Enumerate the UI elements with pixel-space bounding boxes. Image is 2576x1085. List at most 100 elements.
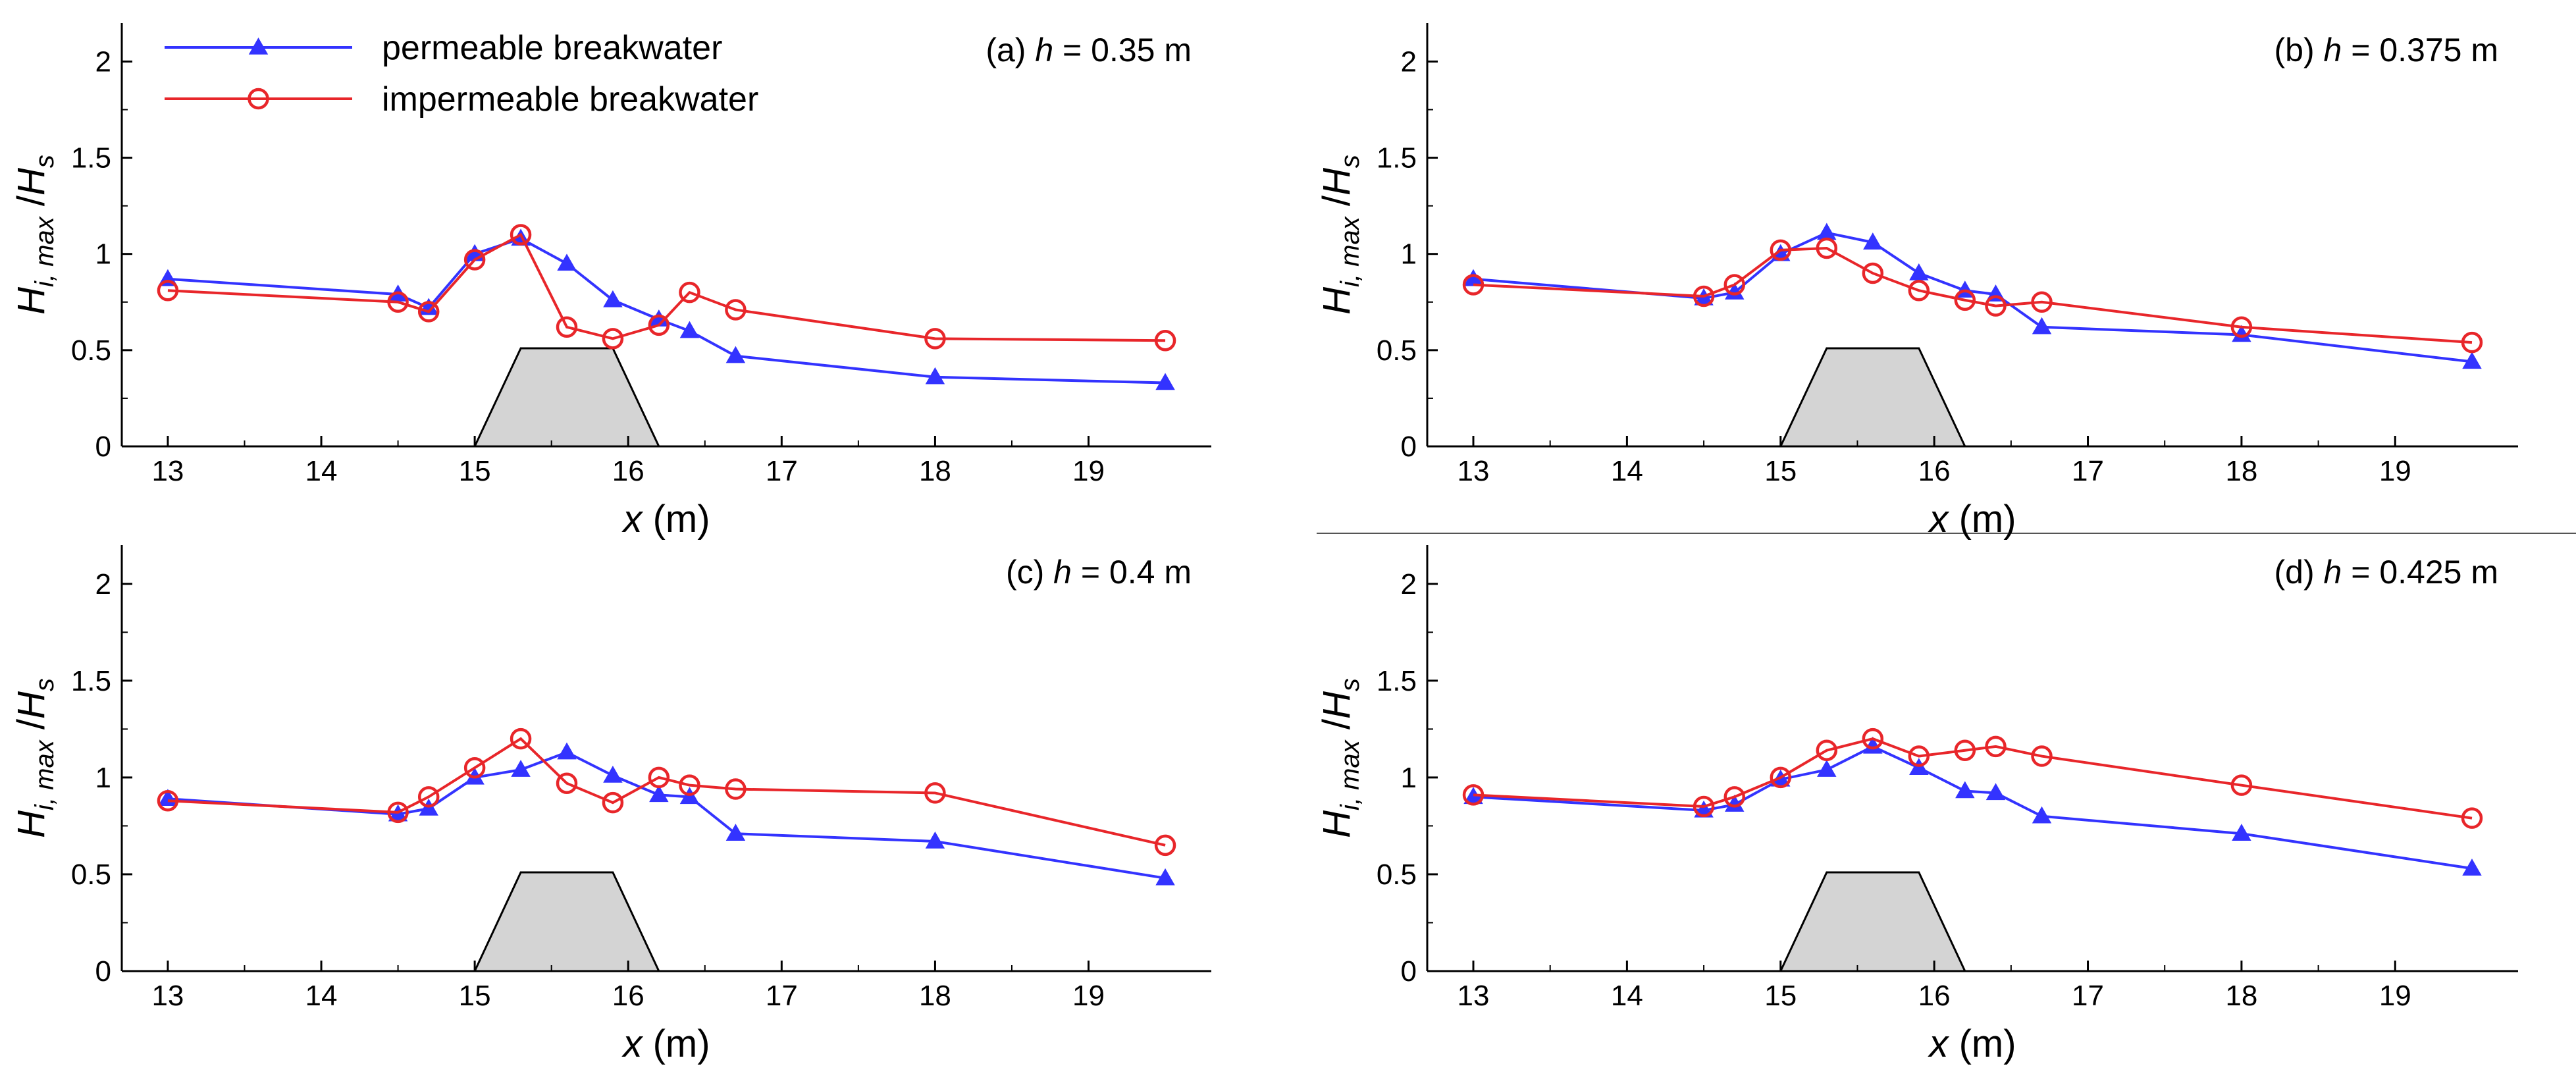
- data-point: [1462, 784, 1485, 806]
- breakwater-shape: [473, 347, 661, 448]
- x-tick-label: 16: [1918, 455, 1951, 487]
- data-point: [1693, 795, 1715, 818]
- data-point: [725, 824, 746, 841]
- y-tick-label: 0.5: [1377, 334, 1417, 367]
- series-line: [1473, 246, 2473, 344]
- data-point: [924, 328, 946, 350]
- x-tick-label: 19: [2379, 980, 2411, 1012]
- data-point: [648, 314, 670, 336]
- x-tick-label: 18: [2225, 455, 2257, 487]
- data-point: [679, 774, 700, 796]
- data-point: [417, 301, 440, 323]
- legend: permeable breakwater impermeable breakwat…: [165, 29, 758, 119]
- data-point: [925, 831, 945, 849]
- series-line: [167, 737, 1166, 847]
- data-point: [2031, 745, 2053, 767]
- y-tick-label: 1: [1401, 238, 1417, 271]
- data-point: [648, 766, 670, 789]
- data-point: [924, 782, 946, 804]
- y-tick-label: 0: [1401, 955, 1417, 988]
- x-tick-label: 14: [1611, 455, 1643, 487]
- data-point: [556, 772, 578, 794]
- series-line: [1473, 745, 2473, 870]
- legend-label: permeable breakwater: [382, 29, 722, 67]
- data-point: [725, 299, 747, 321]
- data-point: [603, 765, 623, 783]
- data-point: [1693, 285, 1715, 307]
- data-point: [603, 290, 623, 307]
- data-point: [2232, 824, 2251, 841]
- data-point: [1908, 280, 1930, 302]
- y-tick-label: 1: [95, 762, 111, 794]
- x-tick-label: 18: [2225, 980, 2257, 1012]
- x-tick-label: 16: [612, 455, 644, 487]
- data-point: [2230, 774, 2253, 796]
- panel-title: (b) h = 0.375 m: [2274, 32, 2498, 68]
- breakwater-shape: [1779, 347, 1967, 448]
- data-point: [1954, 289, 1976, 311]
- data-point: [1862, 262, 1884, 284]
- legend-marker: [248, 37, 269, 55]
- data-point: [1154, 330, 1176, 352]
- series-permeable: [158, 742, 1175, 886]
- data-point: [510, 224, 532, 246]
- data-point: [1816, 739, 1838, 761]
- x-tick-label: 17: [766, 455, 798, 487]
- legend-item: permeable breakwater: [165, 29, 722, 67]
- x-tick-label: 19: [1072, 455, 1105, 487]
- data-point: [2230, 316, 2253, 338]
- data-point: [925, 367, 945, 384]
- series-impermeable: [1462, 237, 2483, 354]
- data-point: [2462, 859, 2482, 876]
- x-tick-label: 16: [612, 980, 644, 1012]
- data-point: [1954, 739, 1976, 761]
- y-tick-label: 1.5: [71, 142, 111, 174]
- data-point: [649, 785, 669, 803]
- data-point: [1816, 237, 1838, 259]
- y-axis-label: Hi, max /Hs: [1315, 155, 1365, 315]
- y-tick-label: 1: [95, 238, 111, 271]
- data-point: [2032, 317, 2052, 334]
- y-tick-label: 1.5: [71, 665, 111, 697]
- y-tick-label: 2: [95, 568, 111, 600]
- data-point: [1770, 239, 1792, 261]
- x-tick-label: 15: [1764, 980, 1797, 1012]
- x-tick-label: 13: [151, 980, 184, 1012]
- series-line: [167, 232, 1166, 342]
- x-axis-label: x (m): [1927, 498, 2016, 541]
- y-tick-label: 2: [1401, 568, 1417, 600]
- data-point: [157, 280, 179, 302]
- y-tick-label: 0.5: [1377, 859, 1417, 891]
- data-point: [417, 786, 440, 808]
- chart-panel-c: 13 14 15 16 17 18 19 0 0.5 1 1.5 2 x (m) Hi, max /Hs (…: [10, 545, 1211, 1065]
- y-tick-label: 0.5: [71, 859, 111, 891]
- y-tick-label: 0: [95, 431, 111, 463]
- series-permeable: [1463, 736, 2482, 876]
- panel-title: (d) h = 0.425 m: [2274, 554, 2498, 591]
- x-tick-label: 13: [1458, 980, 1490, 1012]
- data-point: [1955, 781, 1975, 799]
- x-tick-label: 14: [1611, 980, 1643, 1012]
- data-point: [511, 760, 531, 777]
- x-tick-label: 19: [2379, 455, 2411, 487]
- data-point: [1770, 766, 1792, 789]
- y-tick-label: 1.5: [1377, 142, 1417, 174]
- y-axis-label: Hi, max /Hs: [10, 155, 59, 315]
- data-point: [1723, 274, 1746, 296]
- x-tick-label: 19: [1072, 980, 1105, 1012]
- data-point: [679, 281, 700, 304]
- y-tick-label: 2: [95, 45, 111, 78]
- data-point: [1985, 783, 2006, 801]
- data-point: [157, 789, 179, 812]
- x-tick-label: 13: [151, 455, 184, 487]
- chart-panel-a: 13 14 15 16 17 18 19 0 0.5 1 1.5 2 x (m) Hi, max /Hs (…: [10, 23, 1211, 541]
- chart-panel-d: 13 14 15 16 17 18 19 0 0.5 1 1.5 2 x (m) Hi, max /Hs (…: [1315, 545, 2518, 1065]
- data-point: [1862, 728, 1884, 750]
- series-line: [167, 237, 1166, 384]
- data-point: [2031, 291, 2053, 313]
- series-permeable: [158, 228, 1175, 390]
- series-impermeable: [157, 224, 1176, 352]
- data-point: [2461, 331, 2483, 354]
- data-point: [1155, 373, 1175, 390]
